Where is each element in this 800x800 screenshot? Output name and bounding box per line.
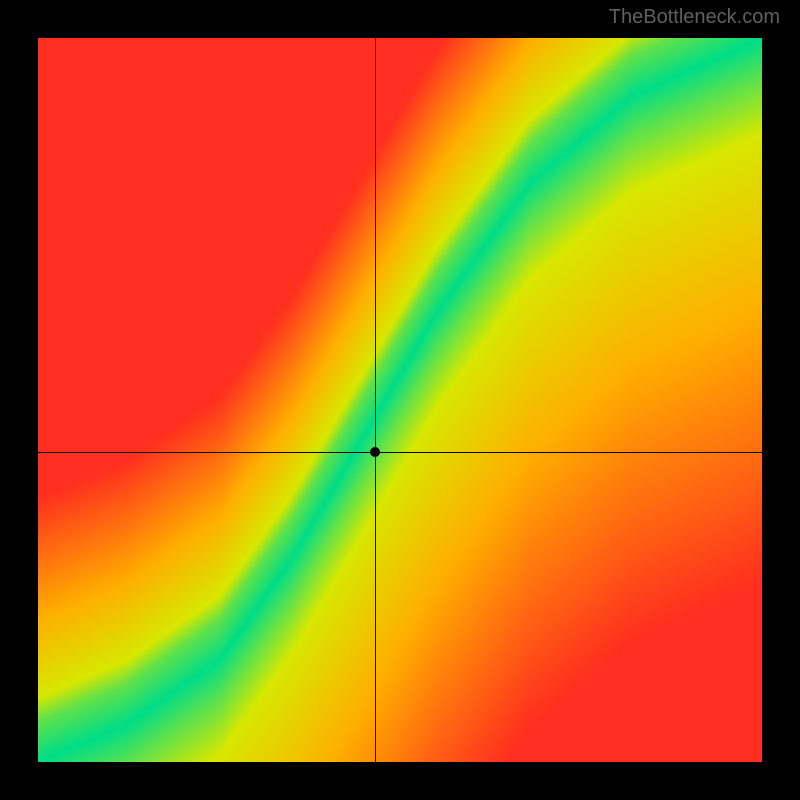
watermark-text: TheBottleneck.com — [609, 6, 780, 29]
heatmap-canvas — [38, 38, 762, 762]
data-point-marker — [370, 447, 380, 457]
crosshair-horizontal — [38, 452, 762, 453]
plot-area — [38, 38, 762, 762]
crosshair-vertical — [375, 38, 376, 762]
